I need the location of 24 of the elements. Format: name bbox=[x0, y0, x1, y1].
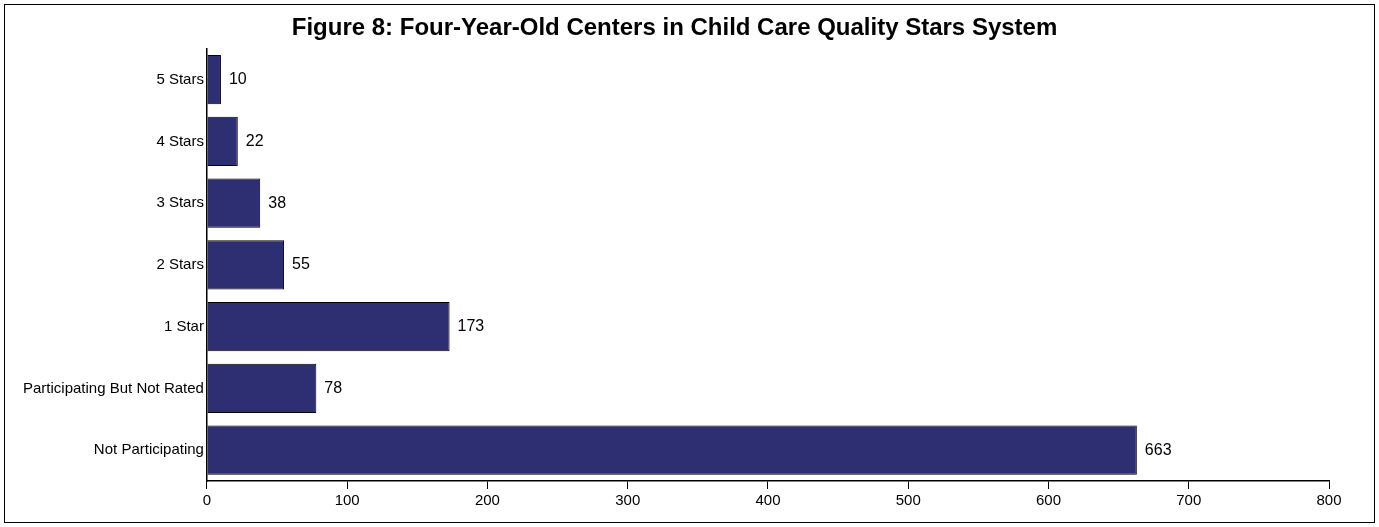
data-label: 78 bbox=[324, 378, 343, 396]
x-tick-label: 300 bbox=[615, 491, 641, 509]
y-tick-label: 2 Stars bbox=[156, 255, 204, 273]
y-tick-label: 1 Star bbox=[163, 316, 204, 334]
x-tick-label: 500 bbox=[895, 491, 921, 509]
y-tick-label: 4 Stars bbox=[156, 131, 204, 149]
data-label: 173 bbox=[457, 317, 485, 335]
x-tick-label: 800 bbox=[1316, 491, 1342, 509]
y-tick-label: 3 Stars bbox=[156, 193, 204, 211]
x-tick-label: 0 bbox=[202, 491, 212, 509]
data-label: 10 bbox=[228, 70, 247, 88]
y-tick-label: 5 Stars bbox=[156, 69, 204, 87]
y-tick-label: Not Participating bbox=[93, 440, 204, 458]
data-label: 663 bbox=[1144, 440, 1172, 458]
y-tick-label: Participating But Not Rated bbox=[22, 378, 204, 396]
x-tick-label: 400 bbox=[755, 491, 781, 509]
data-label: 55 bbox=[292, 255, 310, 273]
chart-title: Figure 8: Four-Year-Old Centers in Child Care Quality Stars System bbox=[291, 13, 1058, 41]
x-tick-label: 200 bbox=[474, 491, 500, 509]
x-tick-label: 600 bbox=[1035, 491, 1061, 509]
data-label: 38 bbox=[268, 193, 287, 211]
x-tick-label: 700 bbox=[1176, 491, 1202, 509]
x-tick-label: 100 bbox=[334, 491, 360, 509]
data-label: 22 bbox=[245, 131, 264, 149]
